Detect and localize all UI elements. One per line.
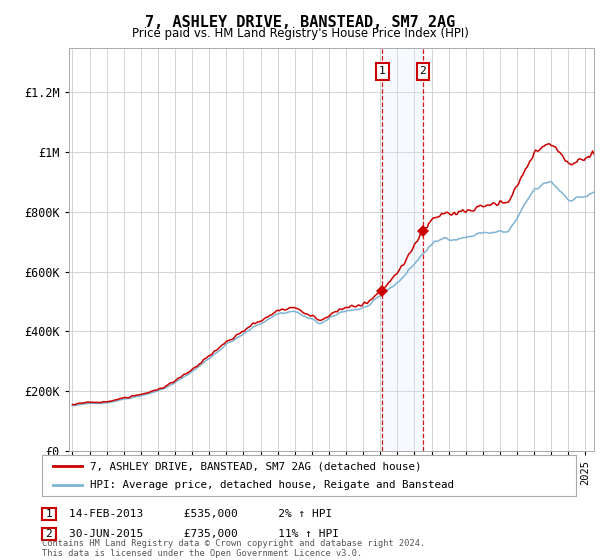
Text: 7, ASHLEY DRIVE, BANSTEAD, SM7 2AG: 7, ASHLEY DRIVE, BANSTEAD, SM7 2AG <box>145 15 455 30</box>
Text: 14-FEB-2013      £535,000      2% ↑ HPI: 14-FEB-2013 £535,000 2% ↑ HPI <box>69 509 332 519</box>
Text: Price paid vs. HM Land Registry's House Price Index (HPI): Price paid vs. HM Land Registry's House … <box>131 27 469 40</box>
Text: Contains HM Land Registry data © Crown copyright and database right 2024.
This d: Contains HM Land Registry data © Crown c… <box>42 539 425 558</box>
Text: 30-JUN-2015      £735,000      11% ↑ HPI: 30-JUN-2015 £735,000 11% ↑ HPI <box>69 529 339 539</box>
Text: 2: 2 <box>46 529 52 539</box>
Text: 1: 1 <box>46 509 52 519</box>
Text: 1: 1 <box>379 67 386 77</box>
Text: 2: 2 <box>419 67 427 77</box>
Text: HPI: Average price, detached house, Reigate and Banstead: HPI: Average price, detached house, Reig… <box>90 480 454 489</box>
Bar <box>382 48 423 451</box>
Text: 7, ASHLEY DRIVE, BANSTEAD, SM7 2AG (detached house): 7, ASHLEY DRIVE, BANSTEAD, SM7 2AG (deta… <box>90 461 422 471</box>
